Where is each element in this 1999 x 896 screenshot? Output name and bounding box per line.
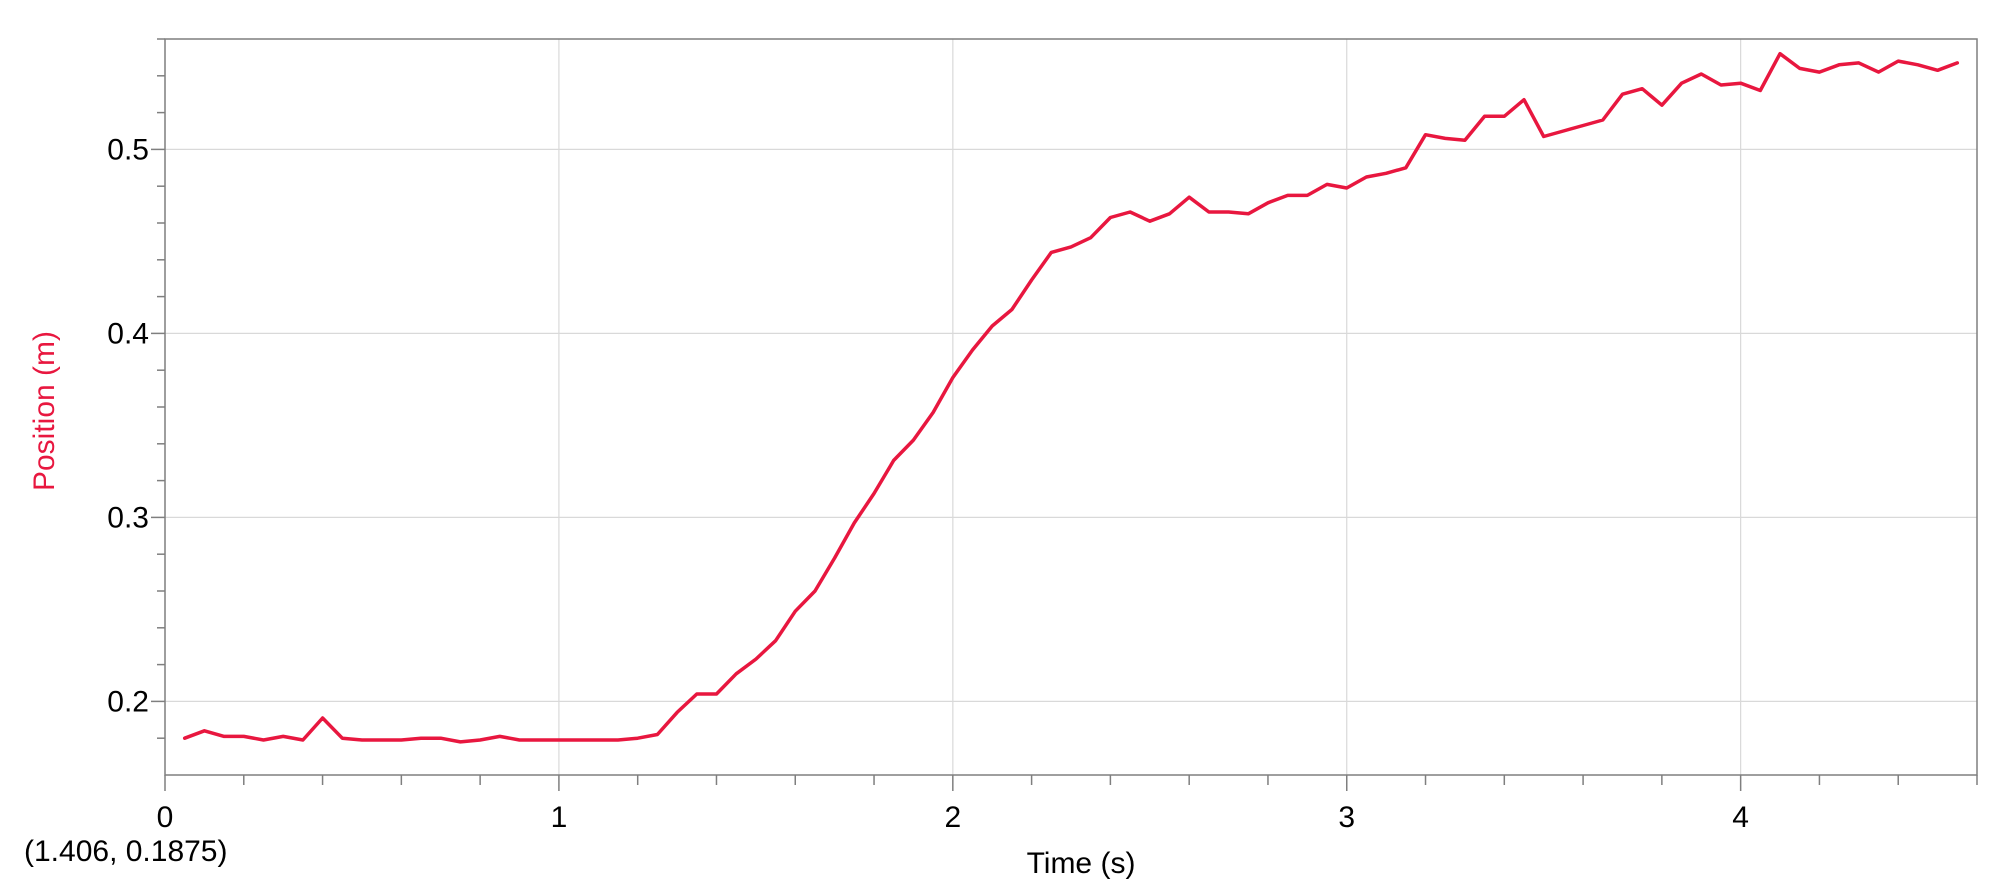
y-tick-label: 0.3 bbox=[107, 501, 149, 534]
x-tick-label: 4 bbox=[1732, 801, 1749, 834]
position-series-line bbox=[182, 51, 1960, 744]
axis-ticks bbox=[151, 38, 1978, 791]
x-tick-label: 1 bbox=[551, 801, 568, 834]
x-tick-label: 0 bbox=[157, 801, 174, 834]
y-axis-title: Position (m) bbox=[28, 331, 61, 491]
x-axis-title: Time (s) bbox=[1027, 847, 1136, 880]
tick-labels: 0 1 2 3 4 0.2 0.3 0.4 0.5 bbox=[107, 133, 1749, 834]
grid bbox=[165, 39, 1977, 775]
x-tick-label: 3 bbox=[1338, 801, 1355, 834]
y-tick-label: 0.5 bbox=[107, 133, 149, 166]
y-tick-label: 0.4 bbox=[107, 317, 149, 350]
y-tick-label: 0.2 bbox=[107, 685, 149, 718]
x-tick-label: 2 bbox=[944, 801, 961, 834]
coordinate-readout: (1.406, 0.1875) bbox=[24, 835, 227, 868]
series-layer bbox=[182, 51, 1960, 744]
